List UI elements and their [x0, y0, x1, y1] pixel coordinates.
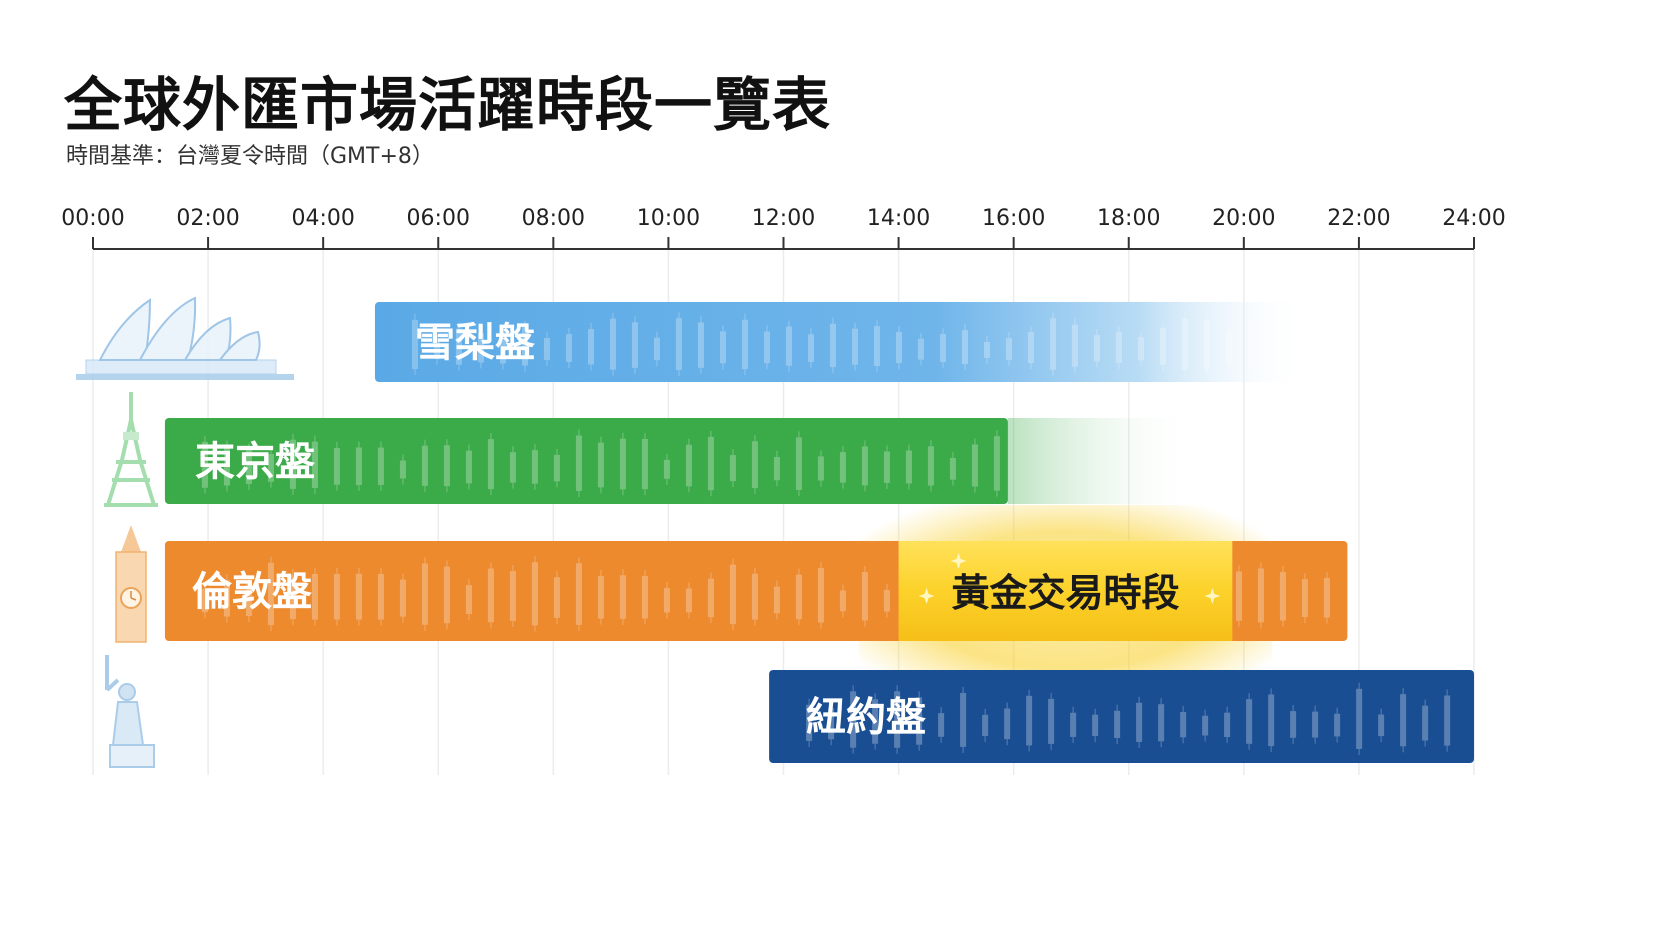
- statue-of-liberty-icon: [105, 655, 155, 768]
- sparkle-icon: [1204, 588, 1221, 604]
- golden-hours-label: 黃金交易時段: [951, 571, 1179, 615]
- x-tick-label: 04:00: [291, 206, 354, 231]
- x-tick-label: 06:00: [407, 206, 470, 231]
- tokyo-tower-icon: [104, 392, 158, 507]
- x-tick-label: 24:00: [1442, 206, 1505, 231]
- session-bar: [164, 418, 1008, 504]
- page-title: 全球外匯市場活躍時段一覽表: [64, 71, 832, 139]
- x-tick-label: 16:00: [982, 206, 1045, 231]
- session-bar: [374, 302, 1308, 382]
- golden-hours-highlight: [898, 541, 1233, 641]
- x-tick-label: 10:00: [637, 206, 700, 231]
- bar-texture: [806, 682, 1451, 755]
- session-bar-label: 倫敦盤: [192, 569, 312, 615]
- session-bar-label: 紐約盤: [806, 695, 926, 741]
- x-tick-label: 00:00: [61, 206, 124, 231]
- sparkle-icon: [950, 553, 967, 569]
- x-tick-label: 12:00: [752, 206, 815, 231]
- sydney-opera-house-icon: [76, 296, 294, 380]
- x-tick-label: 22:00: [1327, 206, 1390, 231]
- sparkle-icon: [918, 588, 935, 604]
- session-bar: [769, 670, 1474, 763]
- tokyo-fade-tail: [1007, 418, 1198, 504]
- x-tick-label: 18:00: [1097, 206, 1160, 231]
- page-subtitle: 時間基準：台灣夏令時間（GMT+8）: [66, 144, 434, 169]
- bar-texture: [201, 429, 1000, 497]
- x-tick-label: 02:00: [176, 206, 239, 231]
- x-tick-label: 20:00: [1212, 206, 1275, 231]
- x-tick-label: 08:00: [522, 206, 585, 231]
- session-bar-label: 雪梨盤: [415, 320, 535, 366]
- big-ben-icon: [115, 525, 147, 643]
- x-tick-label: 14:00: [867, 206, 930, 231]
- session-bar-label: 東京盤: [195, 439, 315, 485]
- bar-texture: [411, 312, 1298, 376]
